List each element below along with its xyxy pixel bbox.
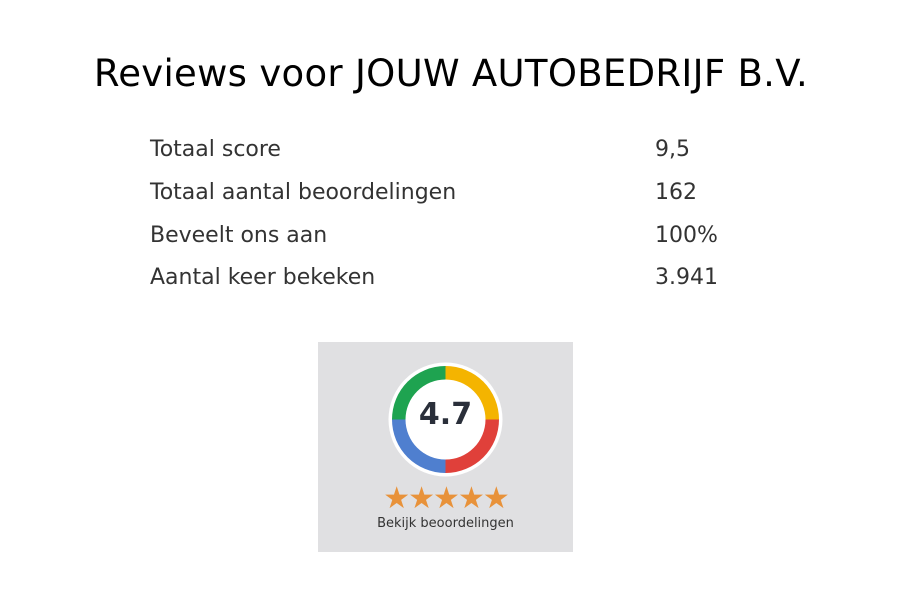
stat-value: 162 [655, 180, 697, 205]
rating-ring-icon [388, 362, 503, 477]
stat-value: 100% [655, 223, 718, 248]
stat-label: Aantal keer bekeken [150, 265, 376, 290]
stat-label: Totaal aantal beoordelingen [150, 180, 457, 205]
page-title: Reviews voor JOUW AUTOBEDRIJF B.V. [93, 52, 809, 95]
stat-row: Totaal aantal beoordelingen 162 [150, 180, 750, 210]
stat-label: Totaal score [150, 137, 281, 162]
star-icon: ★ [383, 481, 410, 516]
stat-row: Beveelt ons aan 100% [150, 223, 750, 253]
stat-value: 9,5 [655, 137, 690, 162]
stat-label: Beveelt ons aan [150, 223, 328, 248]
star-icon: ★ [408, 481, 435, 516]
star-icon: ★ [457, 481, 485, 516]
review-widget[interactable]: 4.7 ★★★★★ Bekijk beoordelingen [318, 342, 573, 552]
stat-row: Totaal score 9,5 [150, 137, 750, 167]
rating-score: 4.7 [418, 397, 473, 432]
view-reviews-link[interactable]: Bekijk beoordelingen [377, 516, 514, 531]
stat-value: 3.941 [655, 265, 718, 290]
star-icon: ★ [482, 481, 510, 516]
star-icon: ★ [433, 481, 460, 516]
star-rating: ★★★★★ [318, 484, 573, 514]
stat-row: Aantal keer bekeken 3.941 [150, 265, 750, 295]
